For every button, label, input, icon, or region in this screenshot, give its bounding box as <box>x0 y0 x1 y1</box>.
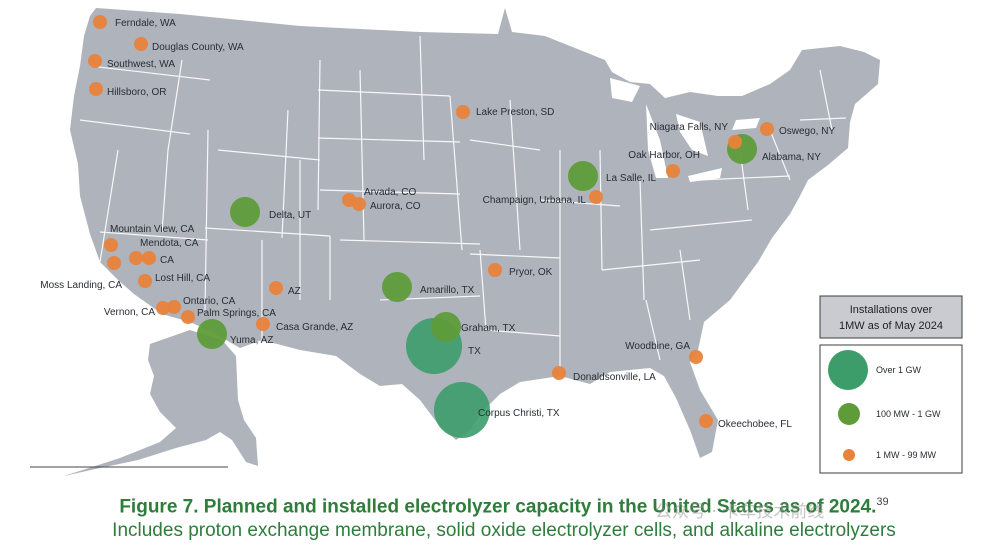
site-label-az: AZ <box>288 286 301 297</box>
figure-caption: Figure 7. Planned and installed electrol… <box>0 490 1008 543</box>
site-label-ontario-ca: Ontario, CA <box>183 296 236 307</box>
site-label-casa-grande-az: Casa Grande, AZ <box>276 322 353 333</box>
site-label-ca: CA <box>160 255 174 266</box>
site-label-douglas-county-wa: Douglas County, WA <box>152 42 244 53</box>
legend: Installations over 1MW as of May 2024 Ov… <box>819 295 963 474</box>
alaska <box>64 330 258 476</box>
site-label-hillsboro-or: Hillsboro, OR <box>107 87 166 98</box>
great-lakes <box>610 78 760 182</box>
site-marker-casa-grande-az <box>256 317 270 331</box>
site-marker-amarillo-tx <box>382 272 412 302</box>
site-marker-vernon-ca <box>156 301 170 315</box>
site-label-graham-tx: Graham, TX <box>461 323 516 334</box>
site-marker-douglas-county-wa <box>134 37 148 51</box>
site-marker-lost-hill-ca <box>138 274 152 288</box>
site-label-pryor-ok: Pryor, OK <box>509 267 553 278</box>
site-marker-lake-preston-sd <box>456 105 470 119</box>
site-label-okeechobee-fl: Okeechobee, FL <box>718 419 792 430</box>
site-marker-mountain-view-ca <box>104 238 118 252</box>
legend-title-box <box>819 295 963 339</box>
site-label-niagara-falls-ny: Niagara Falls, NY <box>650 122 729 133</box>
site-marker-mendota-ca <box>129 251 143 265</box>
legend-title-line1: Installations over <box>850 304 933 316</box>
site-marker-ontario-ca <box>167 300 181 314</box>
legend-title-line2: 1MW as of May 2024 <box>839 320 943 332</box>
site-label-alabama-ny: Alabama, NY <box>762 152 821 163</box>
site-marker-oswego-ny <box>760 122 774 136</box>
site-marker-la-salle-il <box>568 161 598 191</box>
caption-title: Figure 7. Planned and installed electrol… <box>0 490 1008 519</box>
site-label-palm-springs-ca: Palm Springs, CA <box>197 308 276 319</box>
site-marker-yuma-az <box>197 319 227 349</box>
site-label-oswego-ny: Oswego, NY <box>779 126 835 137</box>
site-marker-graham-tx <box>431 312 461 342</box>
site-marker-donaldsonville-la <box>552 366 566 380</box>
site-label-champaign-urbana-il: Champaign, Urbana, IL <box>483 195 587 206</box>
watermark: 公众号 · 卡车技术前线 <box>655 502 825 522</box>
site-marker-hillsboro-or <box>89 82 103 96</box>
site-marker-ferndale-wa <box>93 15 107 29</box>
site-label-southwest-wa: Southwest, WA <box>107 59 175 70</box>
site-label-ferndale-wa: Ferndale, WA <box>115 18 176 29</box>
site-marker-oak-harbor-oh <box>666 164 680 178</box>
legend-label-100mw-1gw: 100 MW - 1 GW <box>876 409 941 419</box>
site-marker-palm-springs-ca <box>181 310 195 324</box>
site-label-donaldsonville-la: Donaldsonville, LA <box>573 372 656 383</box>
site-label-corpus-christi-tx: Corpus Christi, TX <box>478 408 560 419</box>
site-marker-woodbine-ga <box>689 350 703 364</box>
site-label-lost-hill-ca: Lost Hill, CA <box>155 273 210 284</box>
site-label-la-salle-il: La Salle, IL <box>606 173 656 184</box>
legend-swatch-1mw-99mw <box>843 449 855 461</box>
site-label-mendota-ca: Mendota, CA <box>140 238 199 249</box>
site-marker-champaign-urbana-il <box>589 190 603 204</box>
caption-subtitle: Includes proton exchange membrane, solid… <box>112 520 896 542</box>
site-marker-corpus-christi-tx <box>434 382 490 438</box>
site-label-vernon-ca: Vernon, CA <box>104 307 155 318</box>
site-label-amarillo-tx: Amarillo, TX <box>420 285 475 296</box>
legend-swatch-over-1gw <box>828 350 868 390</box>
site-label-oak-harbor-oh: Oak Harbor, OH <box>628 150 700 161</box>
site-marker-niagara-falls-ny <box>728 135 742 149</box>
site-marker-okeechobee-fl <box>699 414 713 428</box>
site-markers <box>88 15 774 438</box>
site-marker-southwest-wa <box>88 54 102 68</box>
site-label-arvada-co: Arvada, CO <box>364 187 416 198</box>
caption-title-text: Figure 7. Planned and installed electrol… <box>119 496 877 518</box>
caption-footnote: 39 <box>876 496 889 508</box>
site-label-yuma-az: Yuma, AZ <box>230 335 273 346</box>
site-marker-aurora-co <box>352 197 366 211</box>
legend-label-over-1gw: Over 1 GW <box>876 365 922 375</box>
site-marker-ca <box>142 251 156 265</box>
site-marker-moss-landing-ca <box>107 256 121 270</box>
site-label-aurora-co: Aurora, CO <box>370 201 421 212</box>
legend-label-1mw-99mw: 1 MW - 99 MW <box>876 450 937 460</box>
site-label-delta-ut: Delta, UT <box>269 210 311 221</box>
legend-swatch-100mw-1gw <box>838 403 860 425</box>
site-labels: Ferndale, WA Douglas County, WA Southwest,… <box>40 18 835 430</box>
site-marker-az <box>269 281 283 295</box>
site-label-moss-landing-ca: Moss Landing, CA <box>40 280 122 291</box>
site-label-woodbine-ga: Woodbine, GA <box>625 341 690 352</box>
site-marker-pryor-ok <box>488 263 502 277</box>
site-label-tx: TX <box>468 346 481 357</box>
site-label-lake-preston-sd: Lake Preston, SD <box>476 107 554 118</box>
site-label-mountain-view-ca: Mountain View, CA <box>110 224 195 235</box>
site-marker-delta-ut <box>230 197 260 227</box>
